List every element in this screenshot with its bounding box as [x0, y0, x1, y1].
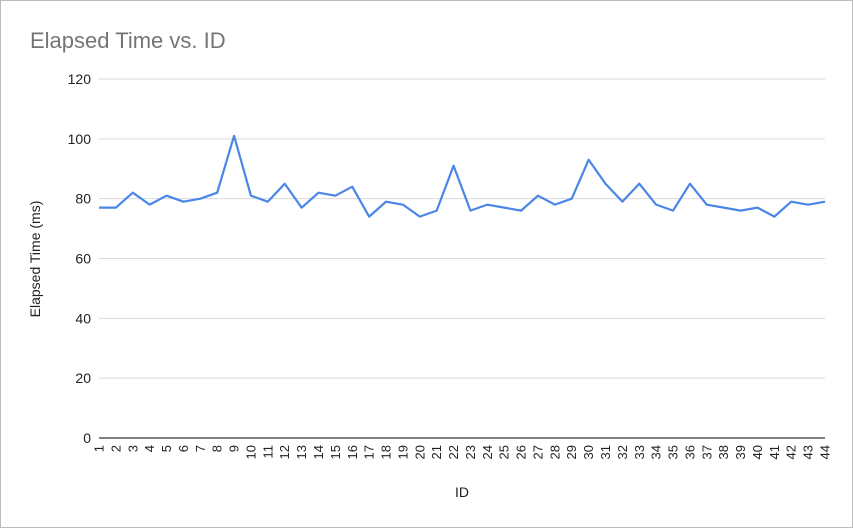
x-tick-label: 26 [514, 445, 529, 459]
x-tick-label: 12 [277, 445, 292, 459]
x-tick-label: 37 [699, 445, 714, 459]
gridlines [99, 78, 825, 439]
series-line [99, 134, 826, 218]
x-tick-label: 14 [311, 445, 326, 459]
series-group [99, 134, 826, 218]
x-tick-label: 19 [395, 445, 410, 459]
x-tick-label: 10 [243, 445, 258, 459]
x-tick-label: 1 [92, 445, 107, 452]
x-tick-label: 24 [480, 445, 495, 459]
y-tick-label: 60 [75, 251, 91, 267]
y-axis-label: Elapsed Time (ms) [27, 201, 43, 318]
x-tick-label: 32 [615, 445, 630, 459]
x-tick-label: 23 [463, 445, 478, 459]
x-tick-label: 5 [159, 445, 174, 452]
x-tick-label: 17 [362, 445, 377, 459]
x-tick-label: 4 [142, 445, 157, 452]
x-axis-label: ID [455, 484, 469, 500]
x-tick-label: 35 [666, 445, 681, 459]
chart-title: Elapsed Time vs. ID [30, 28, 226, 53]
x-tick-label: 8 [210, 445, 225, 452]
y-axis-ticks: 0 20 40 60 80 100 120 [68, 71, 92, 446]
x-tick-label: 21 [429, 445, 444, 459]
y-tick-label: 80 [75, 191, 91, 207]
x-tick-label: 44 [818, 445, 833, 459]
x-tick-label: 27 [530, 445, 545, 459]
x-tick-label: 9 [227, 445, 242, 452]
x-tick-label: 43 [801, 445, 816, 459]
x-tick-label: 7 [193, 445, 208, 452]
x-tick-label: 11 [260, 445, 275, 459]
x-tick-label: 31 [598, 445, 613, 459]
y-tick-label: 40 [75, 310, 91, 326]
x-tick-label: 16 [345, 445, 360, 459]
x-tick-label: 33 [632, 445, 647, 459]
x-tick-label: 15 [328, 445, 343, 459]
y-tick-label: 20 [75, 370, 91, 386]
x-tick-label: 29 [564, 445, 579, 459]
y-tick-label: 0 [83, 430, 91, 446]
x-tick-label: 6 [176, 445, 191, 452]
x-tick-label: 34 [649, 445, 664, 459]
x-tick-label: 30 [581, 445, 596, 459]
x-tick-label: 38 [716, 445, 731, 459]
x-tick-label: 25 [497, 445, 512, 459]
x-tick-label: 22 [446, 445, 461, 459]
x-tick-label: 40 [750, 445, 765, 459]
x-tick-label: 36 [682, 445, 697, 459]
x-tick-label: 13 [294, 445, 309, 459]
x-tick-label: 39 [733, 445, 748, 459]
x-axis-ticks: 1 2 3 4 5 6 7 8 9 10 11 12 13 14 15 16 17 18 19 20 21 22 23 24 2… [92, 445, 833, 459]
y-tick-label: 120 [68, 71, 92, 87]
x-tick-label: 42 [784, 445, 799, 459]
x-tick-label: 2 [108, 445, 123, 452]
x-tick-label: 18 [379, 445, 394, 459]
x-tick-label: 3 [125, 445, 140, 452]
x-tick-label: 41 [767, 445, 782, 459]
y-tick-label: 100 [68, 131, 92, 147]
x-tick-label: 28 [547, 445, 562, 459]
x-tick-label: 20 [412, 445, 427, 459]
